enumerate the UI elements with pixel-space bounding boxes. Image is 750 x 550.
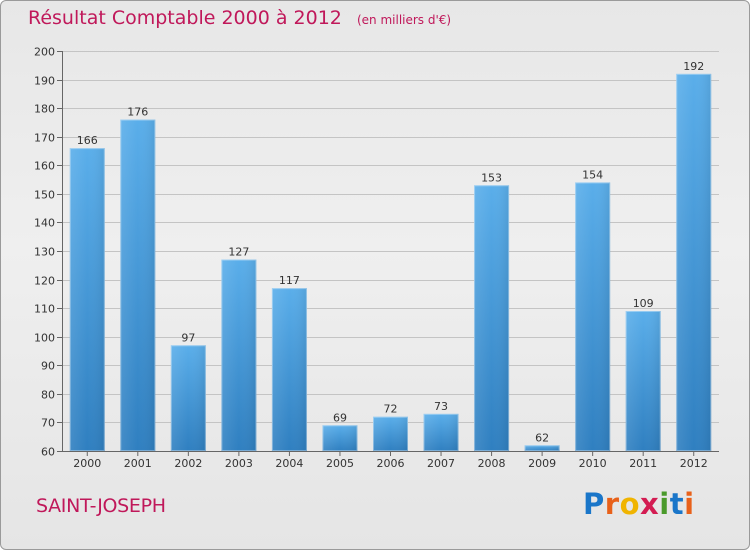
logo-letter: x [640,487,660,521]
bar-shade-2012 [676,73,712,451]
data-label-2007: 73 [434,400,448,413]
labels: 60 70 80 90 100 110 120 130 140 150 160 170 180 190 20… [34,46,708,471]
data-label-2001: 176 [127,106,148,119]
x-tick-label-2000: 2000 [73,457,101,470]
bar-shade-2004 [271,288,307,451]
bar-shade-2008 [474,185,510,452]
bar-edge-2009 [524,445,560,451]
chart-subtitle: (en milliers d'€) [356,13,452,27]
x-tick-label-2004: 2004 [275,457,303,470]
proxiti-logo: Proxiti [583,487,695,521]
grid-lines [62,51,719,452]
data-label-2009: 62 [535,431,549,444]
x-tick-label-2002: 2002 [174,457,202,470]
data-label-2012: 192 [683,60,704,73]
bar-edge-2006 [373,416,408,452]
y-tick-label: 80 [41,389,55,402]
bar-edge-2008 [474,185,510,452]
bar-shade-2000 [69,148,105,451]
data-label-2004: 117 [279,274,300,287]
y-tick-label: 140 [34,217,55,230]
bar-edge-2007 [423,413,459,452]
y-tick-label: 100 [34,332,55,345]
bar-shade-2006 [373,416,408,451]
x-tick-label-2011: 2011 [629,457,657,470]
bar-shade-2009 [524,445,560,451]
logo-letter: i [659,487,670,521]
data-label-2010: 154 [582,168,603,181]
x-tick-label-2008: 2008 [478,457,506,470]
data-label-2005: 69 [333,411,347,424]
logo-letter: t [669,487,685,521]
data-label-2008: 153 [481,171,502,184]
bar-edge-2012 [676,73,712,451]
chart-title-block: Résultat Comptable 2000 à 2012 (en milli… [28,7,451,29]
x-tick-label-2010: 2010 [579,457,607,470]
x-tick-label-2007: 2007 [427,457,455,470]
bar-shade-2003 [221,259,257,451]
data-label-2000: 166 [77,134,98,147]
bar-shade-2005 [322,425,358,451]
y-tick-label: 90 [41,360,55,373]
y-tick-label: 60 [41,446,55,459]
y-tick-label: 120 [34,275,55,288]
y-tick-label: 130 [34,246,55,259]
y-tick-label: 200 [34,46,55,59]
bar-edge-2003 [221,259,257,452]
y-tick-label: 160 [34,160,55,173]
axes [57,51,719,456]
data-label-2006: 72 [384,403,398,416]
data-label-2002: 97 [181,331,195,344]
bars [69,73,712,452]
y-tick-label: 170 [34,132,55,145]
commune-name: SAINT-JOSEPH [36,495,166,517]
bar-shade-2001 [120,119,156,452]
y-tick-label: 180 [34,103,55,116]
bar-edge-2001 [120,119,156,451]
logo-letter: P [583,487,605,521]
x-tick-label-2006: 2006 [377,457,405,470]
data-label-2011: 109 [633,297,654,310]
bar-shade-2010 [575,182,611,451]
x-tick-label-2005: 2005 [326,457,354,470]
chart-title: Résultat Comptable 2000 à 2012 [28,7,342,29]
bar-edge-2004 [271,288,307,451]
y-tick-label: 150 [34,189,55,202]
logo-letter: i [684,487,695,521]
y-tick-label: 110 [34,303,55,316]
bar-edge-2011 [625,311,661,451]
logo-letter: r [604,487,620,521]
x-tick-label-2012: 2012 [680,457,708,470]
y-tick-label: 190 [34,75,55,88]
bar-shade-2002 [170,345,206,451]
bar-edge-2002 [170,345,206,451]
logo-letter: o [619,487,641,521]
x-tick-label-2003: 2003 [225,457,253,470]
bar-shade-2007 [423,413,459,451]
bar-shade-2011 [625,311,661,451]
x-tick-label-2001: 2001 [124,457,152,470]
bar-edge-2005 [322,425,358,451]
y-tick-label: 70 [41,417,55,430]
bar-edge-2010 [575,182,611,452]
bar-edge-2000 [69,148,105,451]
x-tick-label-2009: 2009 [528,457,556,470]
data-label-2003: 127 [228,246,249,259]
